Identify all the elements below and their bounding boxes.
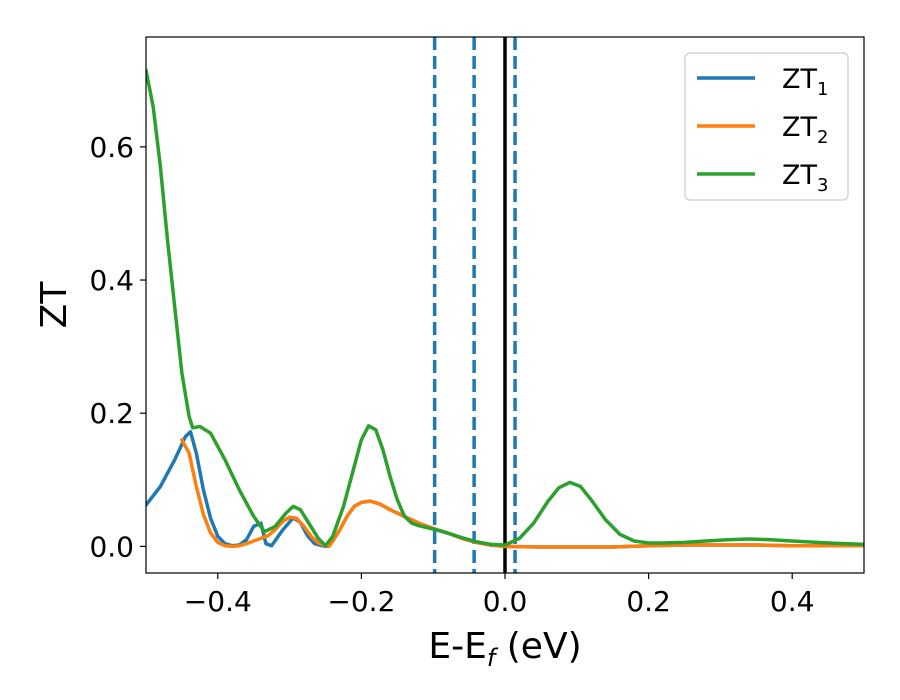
series-line-zt3 <box>146 68 864 548</box>
legend-label-zt1: ZT1 <box>782 64 828 100</box>
series-line-zt2 <box>180 438 864 549</box>
x-tick-label: −0.2 <box>327 585 395 618</box>
x-tick-label: 0.0 <box>483 585 528 618</box>
x-tick-label: 0.2 <box>626 585 671 618</box>
y-tick-label: 0.4 <box>89 264 134 297</box>
x-axis: −0.4 −0.2 0.0 0.2 0.4 <box>184 573 815 618</box>
y-axis-label: ZT <box>34 281 75 329</box>
x-axis-label: E-Ef (eV) <box>428 626 581 672</box>
legend-box <box>684 52 849 201</box>
reference-lines <box>432 37 517 573</box>
legend-label-zt3: ZT3 <box>782 160 828 196</box>
x-tick-label: 0.4 <box>770 585 815 618</box>
y-tick-label: 0.2 <box>89 397 134 430</box>
x-tick-label: −0.4 <box>184 585 252 618</box>
legend: ZT1 ZT2 ZT3 <box>684 52 849 201</box>
plot-area <box>146 37 864 573</box>
series-layer <box>146 68 864 549</box>
legend-label-zt2: ZT2 <box>782 112 828 148</box>
y-tick-label: 0.6 <box>89 131 134 164</box>
y-axis: 0.0 0.2 0.4 0.6 <box>89 131 146 563</box>
y-tick-label: 0.0 <box>89 530 134 563</box>
